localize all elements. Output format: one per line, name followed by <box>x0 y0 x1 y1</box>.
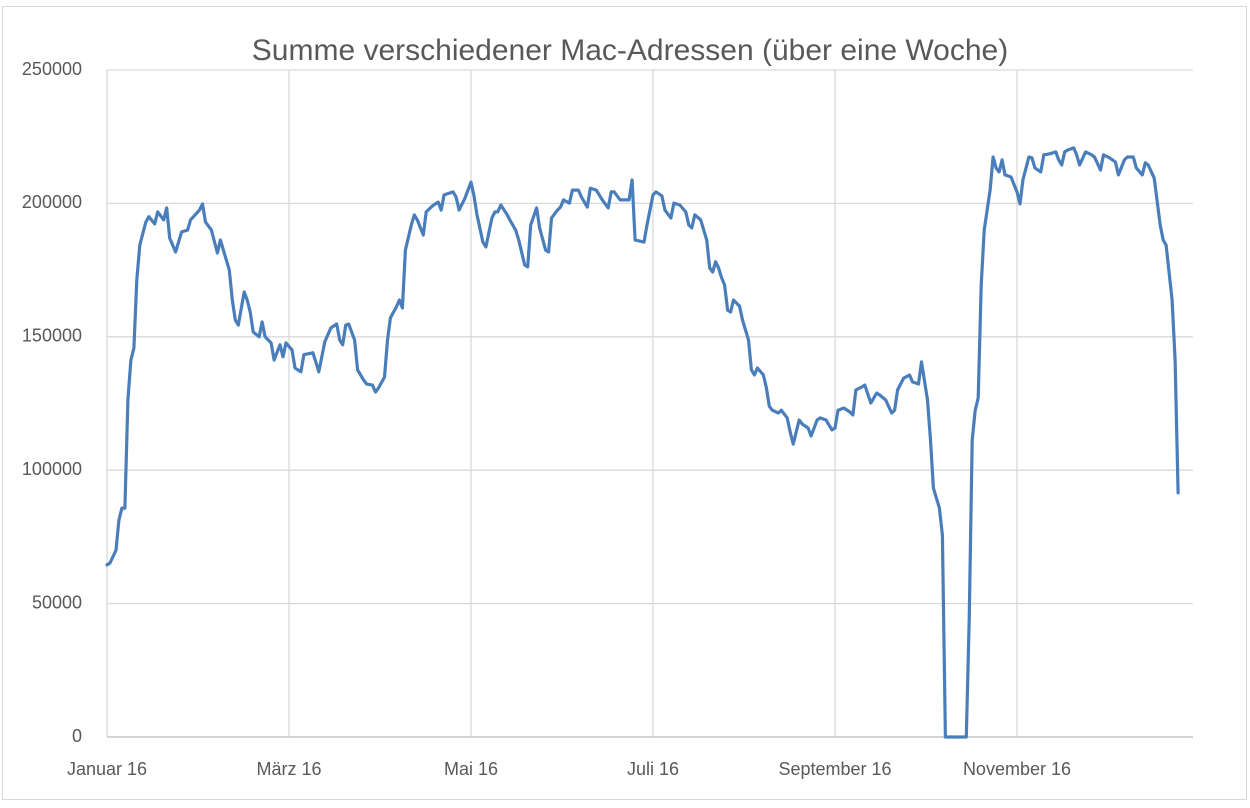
x-tick-label: November 16 <box>963 759 1071 779</box>
chart-title: Summe verschiedener Mac-Adressen (über e… <box>252 34 1008 67</box>
x-tick-label: Mai 16 <box>444 759 498 779</box>
y-tick-label: 50000 <box>32 592 82 612</box>
x-tick-label: März 16 <box>256 759 321 779</box>
x-tick-label: Januar 16 <box>67 759 147 779</box>
y-tick-label: 200000 <box>22 192 82 212</box>
y-tick-label: 100000 <box>22 459 82 479</box>
data-line <box>105 146 1180 739</box>
x-tick-label: Juli 16 <box>627 759 679 779</box>
y-tick-label: 250000 <box>22 59 82 79</box>
x-tick-label: September 16 <box>778 759 891 779</box>
y-tick-label: 150000 <box>22 326 82 346</box>
chart-border <box>2 6 1247 800</box>
y-tick-label: 0 <box>72 726 82 746</box>
